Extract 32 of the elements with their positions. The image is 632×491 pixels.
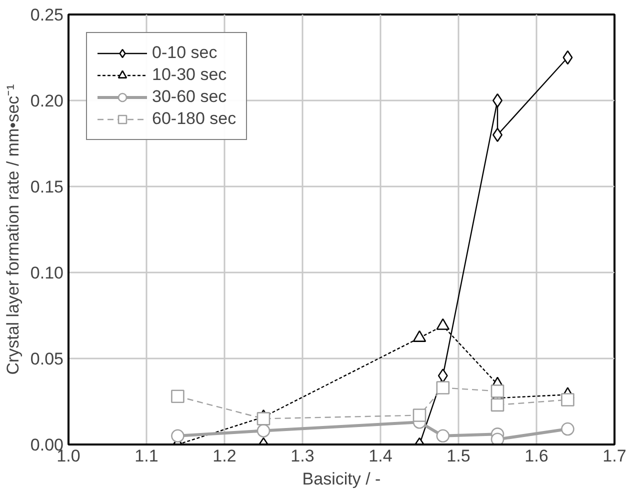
point bbox=[171, 390, 184, 403]
point bbox=[490, 398, 504, 412]
x-tick-label: 1.2 bbox=[212, 446, 236, 466]
x-tick-label: 1.7 bbox=[602, 446, 626, 466]
y-tick-label: 0.10 bbox=[30, 264, 64, 282]
x-tick-label: 1.6 bbox=[524, 446, 548, 466]
y-tick-label: 0.20 bbox=[30, 92, 64, 110]
legend-label: 0-10 sec bbox=[152, 43, 218, 63]
legend-label: 30-60 sec bbox=[152, 87, 227, 107]
y-tick-label: 0.05 bbox=[30, 350, 64, 368]
x-axis-title: Basicity / - bbox=[302, 470, 381, 488]
point bbox=[436, 381, 450, 394]
y-axis-title: Crystal layer formation rate / mm•sec⁻¹ bbox=[3, 84, 22, 375]
point bbox=[171, 429, 184, 443]
point bbox=[561, 393, 574, 406]
point bbox=[256, 424, 270, 438]
point bbox=[562, 50, 573, 65]
point bbox=[412, 408, 426, 422]
point bbox=[438, 368, 448, 383]
legend-label: 60-180 sec bbox=[152, 109, 236, 129]
point bbox=[561, 422, 574, 436]
x-tick-label: 1.4 bbox=[368, 446, 392, 466]
x-tick-label: 1.5 bbox=[446, 446, 470, 466]
x-tick-label: 1.1 bbox=[134, 446, 158, 466]
point bbox=[436, 429, 450, 443]
point bbox=[256, 412, 270, 426]
point bbox=[490, 384, 504, 398]
y-tick-label: 0.25 bbox=[30, 6, 64, 24]
point bbox=[490, 432, 504, 444]
y-tick-label: 0.15 bbox=[30, 178, 64, 196]
legend-label: 10-30 sec bbox=[152, 65, 227, 85]
x-tick-label: 1.3 bbox=[290, 446, 314, 466]
